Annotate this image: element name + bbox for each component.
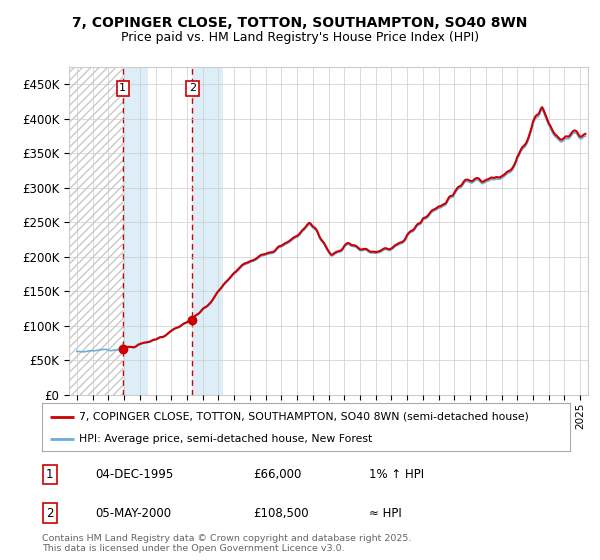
Text: 2: 2 xyxy=(46,507,53,520)
Text: 1% ↑ HPI: 1% ↑ HPI xyxy=(370,468,424,481)
Bar xyxy=(123,67,148,395)
Text: 1: 1 xyxy=(119,83,126,94)
Text: £66,000: £66,000 xyxy=(253,468,302,481)
Text: £108,500: £108,500 xyxy=(253,507,309,520)
Text: ≈ HPI: ≈ HPI xyxy=(370,507,402,520)
Text: 04-DEC-1995: 04-DEC-1995 xyxy=(95,468,173,481)
Text: 7, COPINGER CLOSE, TOTTON, SOUTHAMPTON, SO40 8WN: 7, COPINGER CLOSE, TOTTON, SOUTHAMPTON, … xyxy=(73,16,527,30)
Text: 2: 2 xyxy=(189,83,196,94)
Bar xyxy=(193,67,223,395)
Text: 1: 1 xyxy=(46,468,53,481)
Bar xyxy=(69,67,123,395)
Text: HPI: Average price, semi-detached house, New Forest: HPI: Average price, semi-detached house,… xyxy=(79,434,372,444)
Text: 05-MAY-2000: 05-MAY-2000 xyxy=(95,507,171,520)
Text: 7, COPINGER CLOSE, TOTTON, SOUTHAMPTON, SO40 8WN (semi-detached house): 7, COPINGER CLOSE, TOTTON, SOUTHAMPTON, … xyxy=(79,412,529,422)
Text: Price paid vs. HM Land Registry's House Price Index (HPI): Price paid vs. HM Land Registry's House … xyxy=(121,31,479,44)
Text: Contains HM Land Registry data © Crown copyright and database right 2025.
This d: Contains HM Land Registry data © Crown c… xyxy=(42,534,412,553)
